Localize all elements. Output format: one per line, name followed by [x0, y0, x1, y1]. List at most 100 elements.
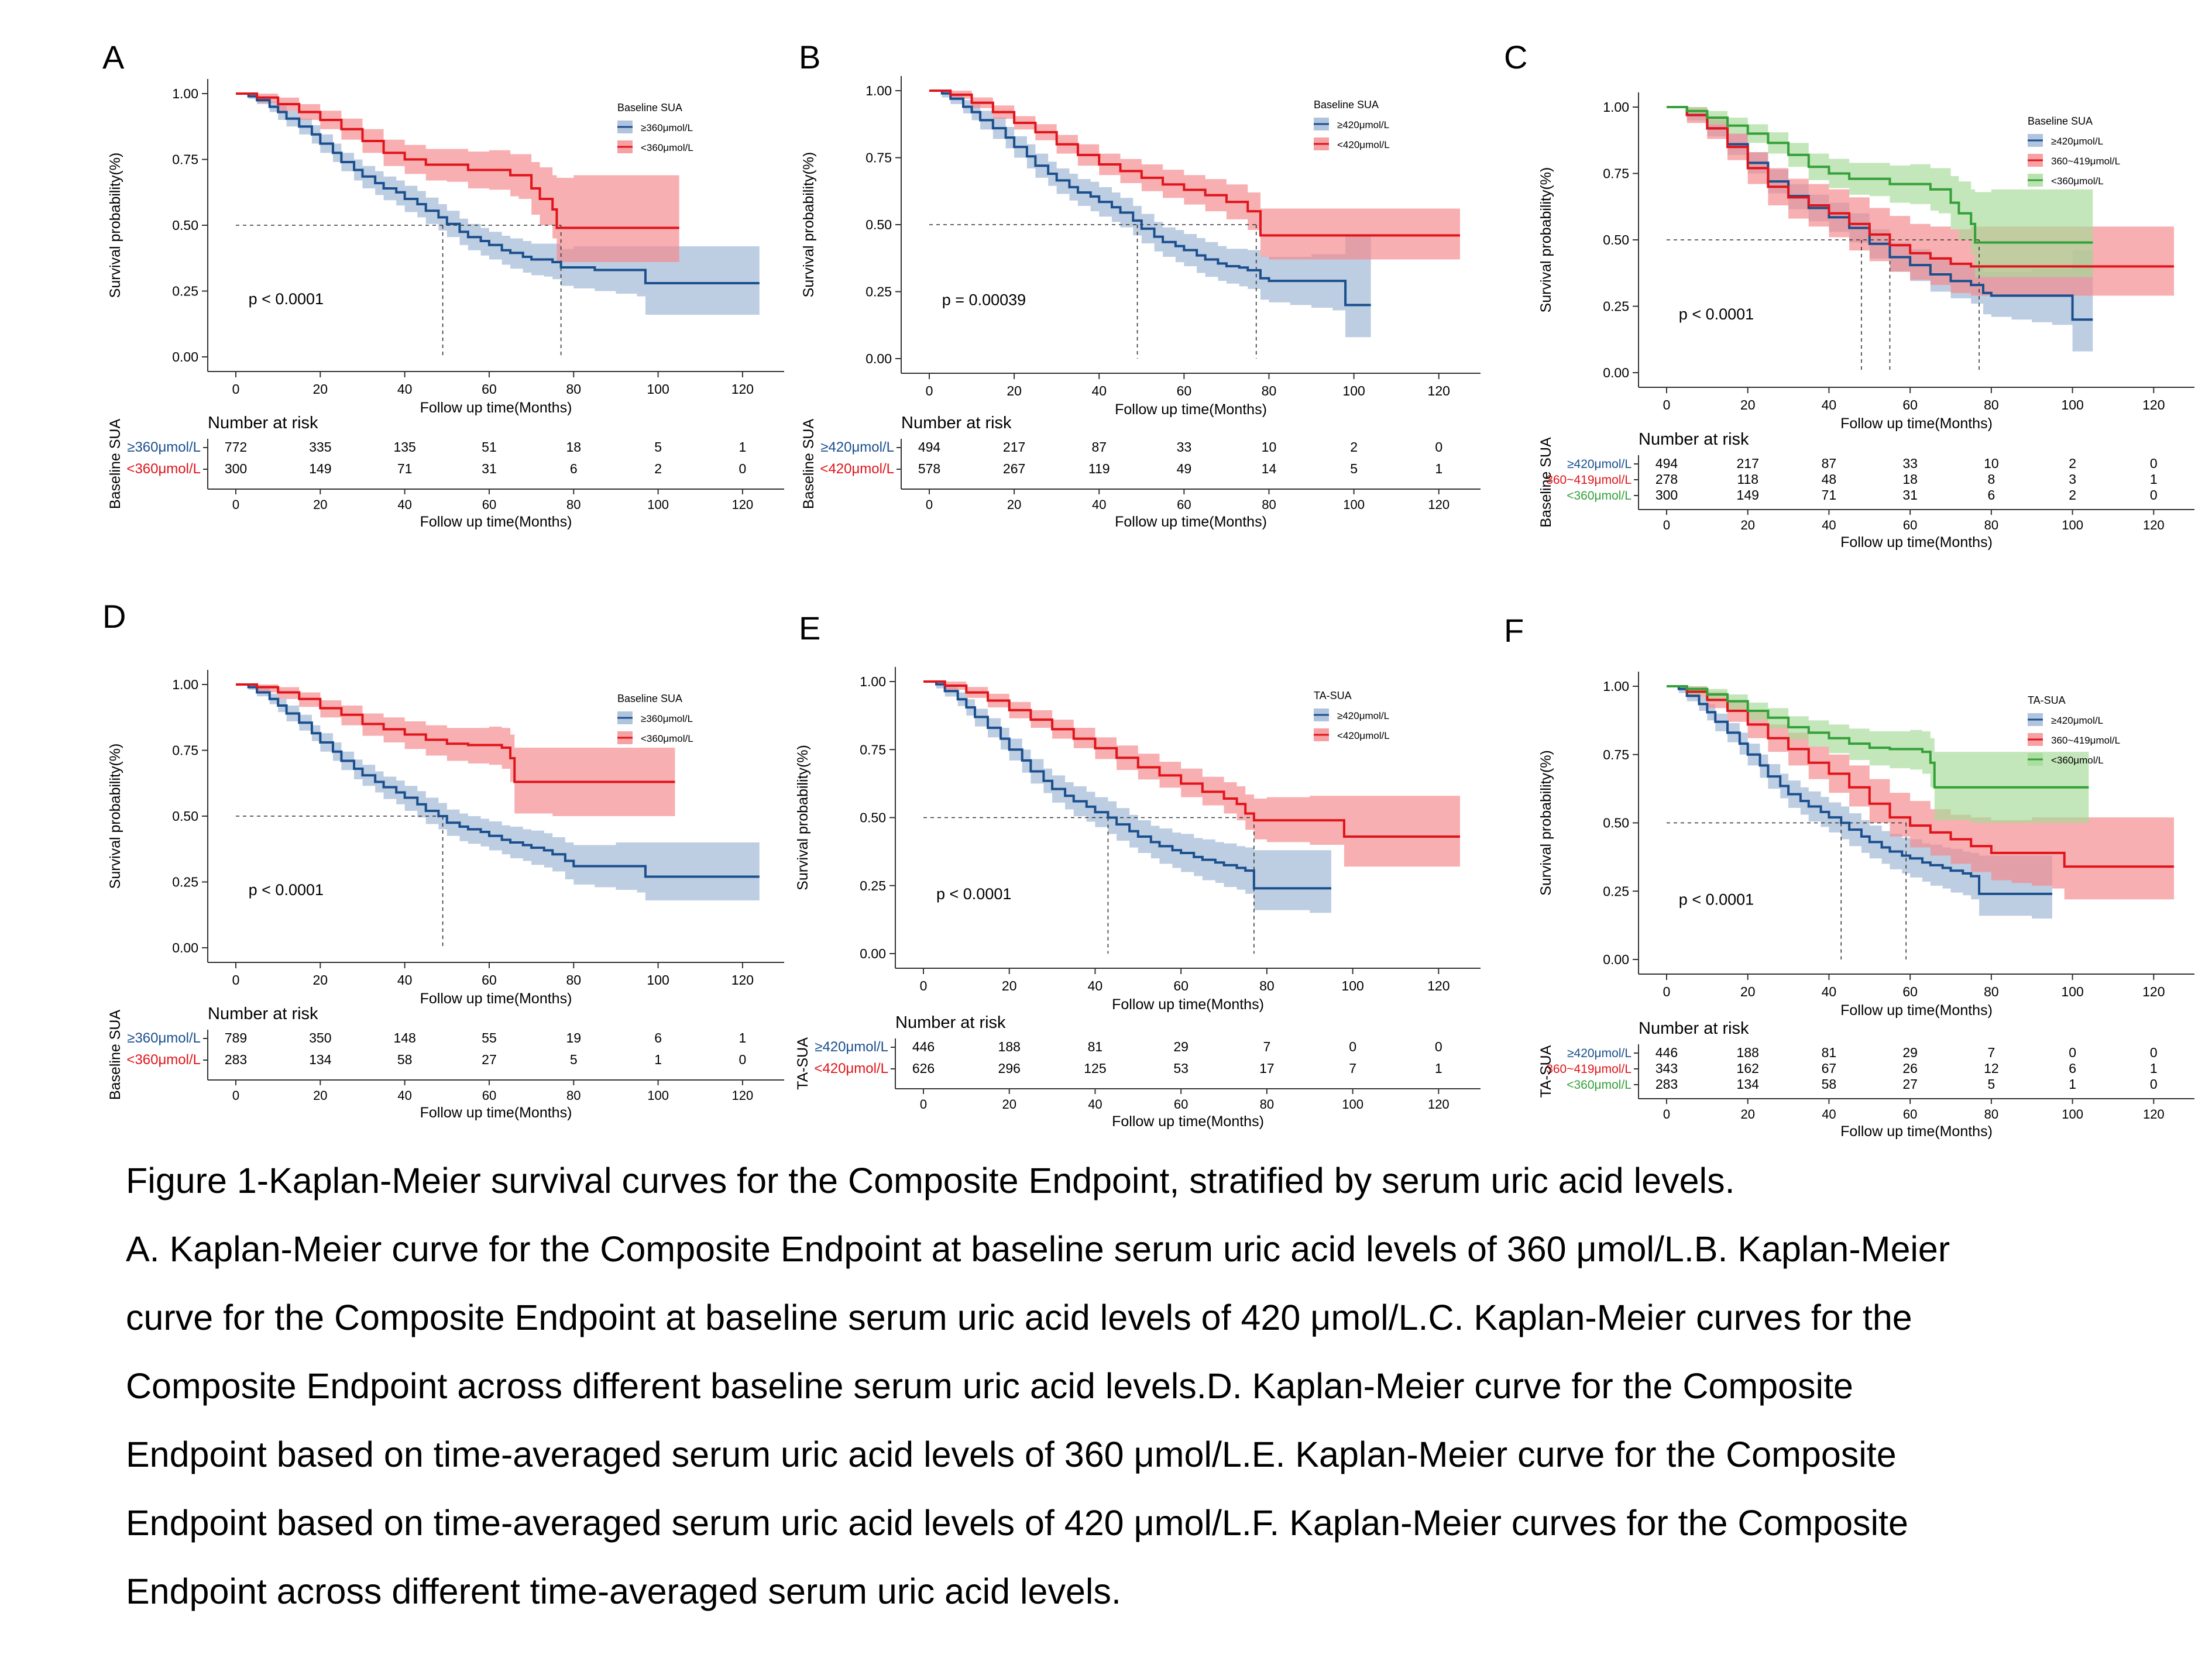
risk-count: 18 — [566, 439, 581, 455]
x-tick-label: 0 — [232, 381, 240, 397]
panel-a: A0.000.250.500.751.000 20 40 60 80 100 120Foll… — [102, 39, 784, 530]
y-tick-label: 0.25 — [1603, 883, 1629, 899]
risk-x-tick-label: 20 — [1740, 518, 1754, 532]
risk-title: Number at risk — [208, 1005, 318, 1023]
x-tick-label: 80 — [1259, 978, 1275, 993]
x-tick-label: 20 — [1740, 397, 1756, 412]
x-tick-label: 80 — [1984, 397, 1999, 412]
ci-band-blue — [236, 684, 760, 900]
y-axis-label: Survival probability(%) — [1538, 167, 1554, 313]
risk-title: Number at risk — [1639, 430, 1749, 449]
risk-x-tick-label: 0 — [1663, 518, 1670, 532]
ci-band-green — [1667, 107, 2093, 277]
p-value: p < 0.0001 — [249, 881, 324, 899]
legend-entry: ≥360μmol/L — [641, 122, 693, 133]
ci-band-red — [929, 91, 1460, 260]
risk-x-tick-label: 100 — [647, 1088, 669, 1103]
figure-caption: Figure 1-Kaplan-Meier survival curves fo… — [126, 1147, 2127, 1626]
caption-line-6: Endpoint based on time-averaged serum ur… — [126, 1503, 1908, 1543]
y-tick-label: 0.50 — [172, 218, 198, 233]
risk-count: 149 — [1737, 487, 1759, 503]
risk-count: 7 — [1349, 1061, 1356, 1076]
risk-count: 5 — [1350, 461, 1358, 476]
risk-x-tick-label: 100 — [2062, 518, 2083, 532]
risk-x-axis-label: Follow up time(Months) — [1115, 514, 1267, 530]
risk-x-tick-label: 20 — [313, 497, 327, 512]
legend-entry: ≥420μmol/L — [1337, 710, 1389, 721]
risk-x-tick-label: 120 — [2143, 518, 2165, 532]
risk-x-tick-label: 40 — [1088, 1097, 1102, 1112]
x-tick-label: 20 — [313, 381, 328, 397]
risk-count: 446 — [1655, 1045, 1678, 1060]
risk-row-label: ≥420μmol/L — [1567, 458, 1631, 471]
risk-count: 278 — [1655, 472, 1678, 487]
risk-count: 6 — [570, 461, 578, 476]
p-value: p < 0.0001 — [936, 885, 1011, 903]
ci-band-blue — [923, 682, 1331, 913]
x-tick-label: 120 — [731, 381, 754, 397]
risk-count: 18 — [1902, 472, 1918, 487]
legend-entry: ≥420μmol/L — [2051, 136, 2103, 147]
risk-count: 626 — [912, 1061, 935, 1076]
panel-c: C0.000.250.500.751.000 20 40 60 80 100 120Foll… — [1504, 39, 2194, 551]
risk-row-label: ≥420μmol/L — [815, 1039, 888, 1055]
risk-count: 1 — [1435, 1061, 1442, 1076]
x-tick-label: 40 — [1822, 397, 1837, 412]
risk-count: 0 — [2069, 1045, 2076, 1060]
risk-count: 0 — [2150, 1076, 2158, 1092]
risk-count: 134 — [309, 1052, 332, 1067]
y-tick-label: 1.00 — [172, 86, 198, 101]
risk-count: 6 — [1987, 487, 1995, 503]
risk-x-tick-label: 100 — [2062, 1107, 2083, 1122]
x-tick-label: 20 — [1002, 978, 1017, 993]
risk-count: 296 — [998, 1061, 1021, 1076]
survival-curve-red — [929, 90, 1460, 237]
risk-count: 2 — [1350, 439, 1358, 455]
panel-letter: D — [102, 598, 126, 635]
risk-x-tick-label: 100 — [647, 497, 669, 512]
risk-x-tick-label: 80 — [566, 1088, 581, 1103]
risk-count: 2 — [2069, 456, 2076, 471]
risk-count: 343 — [1655, 1061, 1678, 1076]
x-tick-label: 100 — [647, 381, 669, 397]
survival-curve-red — [1667, 685, 2174, 868]
x-tick-label: 60 — [482, 381, 497, 397]
y-tick-label: 1.00 — [172, 677, 198, 692]
risk-count: 10 — [1984, 456, 1999, 471]
risk-x-tick-label: 60 — [482, 497, 496, 512]
y-tick-label: 0.00 — [172, 349, 198, 364]
risk-row-label: ≥420μmol/L — [1567, 1047, 1631, 1060]
y-tick-label: 0.00 — [860, 946, 886, 961]
survival-curve-red — [236, 683, 675, 783]
panel-letter: A — [102, 39, 125, 75]
risk-count: 283 — [1655, 1076, 1678, 1092]
risk-count: 283 — [225, 1052, 247, 1067]
risk-x-tick-label: 80 — [1260, 1097, 1274, 1112]
risk-count: 5 — [654, 439, 662, 455]
risk-count: 1 — [739, 439, 747, 455]
risk-count: 135 — [393, 439, 415, 455]
risk-y-axis-label: Baseline SUA — [107, 1010, 123, 1100]
risk-count: 772 — [225, 439, 247, 455]
x-tick-label: 80 — [566, 381, 581, 397]
caption-line-4: Composite Endpoint across different base… — [126, 1366, 1853, 1406]
risk-x-tick-label: 120 — [732, 497, 754, 512]
legend-entry: ≥420μmol/L — [2051, 715, 2103, 726]
ci-band-red — [236, 94, 679, 262]
x-tick-label: 120 — [1428, 383, 1450, 398]
x-tick-label: 0 — [232, 972, 240, 988]
legend-title: TA-SUA — [2028, 694, 2066, 706]
risk-count: 119 — [1088, 461, 1110, 476]
y-tick-label: 0.00 — [1603, 365, 1629, 380]
risk-count: 446 — [912, 1039, 935, 1054]
risk-count: 26 — [1902, 1061, 1918, 1076]
risk-row-label: <420μmol/L — [814, 1061, 888, 1076]
panel-f: F0.000.250.500.751.000 20 40 60 80 100 120Foll… — [1504, 612, 2194, 1140]
legend-entry: <360μmol/L — [641, 733, 693, 744]
x-tick-label: 100 — [647, 972, 669, 988]
risk-row-label: ≥420μmol/L — [820, 439, 894, 455]
risk-count: 8 — [1987, 472, 1995, 487]
risk-count: 6 — [654, 1030, 662, 1045]
x-axis-label: Follow up time(Months) — [420, 990, 572, 1007]
risk-x-axis-label: Follow up time(Months) — [1840, 1123, 1993, 1140]
